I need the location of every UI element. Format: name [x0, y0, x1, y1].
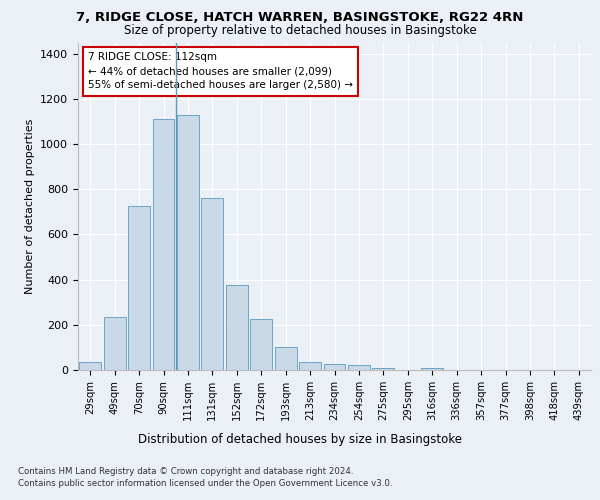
- Bar: [128, 206, 150, 370]
- Text: Distribution of detached houses by size in Basingstoke: Distribution of detached houses by size …: [138, 432, 462, 446]
- Bar: [177, 115, 199, 370]
- Text: 7, RIDGE CLOSE, HATCH WARREN, BASINGSTOKE, RG22 4RN: 7, RIDGE CLOSE, HATCH WARREN, BASINGSTOK…: [76, 11, 524, 24]
- Bar: [152, 120, 175, 370]
- Bar: [373, 368, 394, 370]
- Bar: [299, 362, 321, 370]
- Bar: [323, 364, 346, 370]
- Text: Size of property relative to detached houses in Basingstoke: Size of property relative to detached ho…: [124, 24, 476, 37]
- Bar: [202, 198, 223, 370]
- Bar: [79, 362, 101, 370]
- Bar: [275, 348, 296, 370]
- Bar: [421, 368, 443, 370]
- Y-axis label: Number of detached properties: Number of detached properties: [25, 118, 35, 294]
- Bar: [348, 366, 370, 370]
- Bar: [104, 317, 125, 370]
- Text: Contains HM Land Registry data © Crown copyright and database right 2024.: Contains HM Land Registry data © Crown c…: [18, 468, 353, 476]
- Text: Contains public sector information licensed under the Open Government Licence v3: Contains public sector information licen…: [18, 478, 392, 488]
- Bar: [226, 286, 248, 370]
- Bar: [250, 319, 272, 370]
- Text: 7 RIDGE CLOSE: 112sqm
← 44% of detached houses are smaller (2,099)
55% of semi-d: 7 RIDGE CLOSE: 112sqm ← 44% of detached …: [88, 52, 353, 90]
